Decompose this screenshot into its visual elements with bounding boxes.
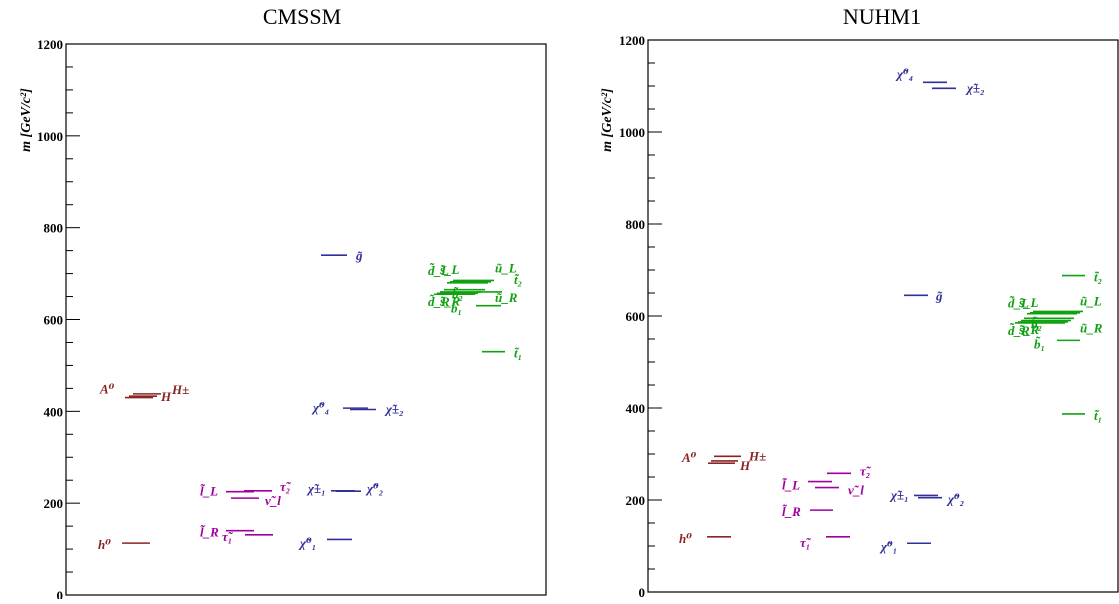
y-tick-label: 400 — [626, 401, 646, 416]
particle-label: χ̃⁰₄ — [895, 66, 913, 81]
particle-label: b̃₂ — [452, 287, 463, 302]
particle-label: s̃_R — [439, 293, 461, 308]
particle-label: d̃_R — [1008, 323, 1030, 338]
particle-label: H — [739, 458, 751, 473]
particle-label: χ̃⁰₂ — [946, 492, 964, 507]
particle-label: χ̃±₁ — [889, 487, 909, 502]
particle-label: H — [160, 389, 172, 404]
particle-label: g̃ — [935, 288, 943, 303]
particle-label: s̃_L — [1018, 295, 1039, 310]
particle-label: h⁰ — [98, 537, 111, 552]
particle-label: t̃₂ — [1094, 270, 1102, 285]
y-tick-label: 200 — [44, 496, 64, 511]
panel-title: NUHM1 — [843, 4, 921, 29]
particle-label: τ̃₁ — [222, 529, 234, 544]
particle-label: ũ_L — [495, 260, 517, 275]
y-tick-label: 1200 — [619, 33, 645, 48]
particle-label: H± — [748, 448, 766, 463]
particle-label: l̃_R — [200, 525, 219, 540]
particle-label: χ̃±₂ — [965, 80, 985, 95]
y-axis: 0 200 400 600 800 1000 1200 — [37, 37, 80, 603]
particle-label: χ̃±₂ — [384, 401, 404, 416]
mass-levels: h⁰ A⁰ HH± τ̃₁ l̃_R l̃_L ν̃_l τ̃₂ χ̃⁰₁ χ̃±₁ χ̃⁰₂ g̃ χ… — [679, 66, 1103, 554]
particle-label: ũ_L — [1080, 293, 1102, 308]
particle-label: τ̃₂ — [860, 463, 872, 478]
particle-label: ũ_R — [495, 290, 518, 305]
particle-label: ν̃_l — [265, 493, 281, 508]
y-tick-label: 400 — [44, 404, 64, 419]
panel-nuhm1: NUHM1 m [GeV/c²] 0 200 400 600 800 1000 1200 h… — [600, 4, 1119, 600]
particle-label: b̃₁ — [451, 301, 462, 316]
y-tick-label: 0 — [639, 585, 646, 599]
particle-label: A⁰ — [99, 382, 115, 397]
particle-label: χ̃⁰₁ — [879, 539, 897, 554]
particle-label: ν̃_l — [848, 483, 864, 498]
particle-label: g̃ — [355, 248, 363, 263]
particle-label: d̃_R — [428, 294, 450, 309]
y-tick-label: 0 — [57, 588, 64, 599]
mass-levels: h⁰ A⁰ H H± l̃_R τ̃₁ l̃_L ν̃_lτ̃₂ χ̃⁰₁ χ̃±₁ χ̃⁰₂ χ̃⁰… — [98, 248, 522, 552]
y-axis: 0 200 400 600 800 1000 1200 — [619, 33, 662, 600]
y-tick-label: 600 — [44, 313, 64, 328]
particle-label: χ̃⁰₂ — [365, 481, 383, 496]
particle-label: s̃_R — [1018, 322, 1040, 337]
y-tick-label: 1000 — [37, 129, 63, 144]
y-tick-label: 800 — [626, 217, 646, 232]
particle-label: χ̃⁰₁ — [298, 535, 316, 550]
particle-label: ũ_R — [1080, 321, 1103, 336]
particle-label: s̃_L — [439, 262, 460, 277]
y-tick-label: 1000 — [619, 125, 645, 140]
panel-title: CMSSM — [263, 4, 341, 29]
particle-label: d̃_L — [1008, 296, 1029, 311]
particle-label: d̃_L — [428, 263, 449, 278]
plot-frame — [65, 43, 547, 596]
y-axis-label: m [GeV/c²] — [600, 88, 615, 152]
panel-cmssm: CMSSM m [GeV/c²] 0 200 400 600 800 1000 1200 h… — [19, 4, 547, 603]
particle-label: t̃₂ — [514, 272, 522, 287]
particle-label: l̃_R — [782, 504, 801, 519]
y-axis-label: m [GeV/c²] — [19, 88, 34, 152]
particle-label: χ̃±₁ — [306, 481, 326, 496]
particle-label: l̃_L — [200, 484, 218, 499]
particle-label: h⁰ — [679, 531, 692, 546]
particle-label: τ̃₁ — [800, 535, 812, 550]
y-tick-label: 600 — [626, 309, 646, 324]
particle-label: t̃₁ — [514, 346, 522, 361]
particle-label: t̃₁ — [1094, 408, 1102, 423]
particle-label: A⁰ — [681, 450, 697, 465]
y-tick-label: 200 — [626, 493, 646, 508]
particle-label: b̃₁ — [1034, 336, 1045, 351]
particle-label: l̃_L — [782, 478, 800, 493]
particle-label: H± — [171, 382, 189, 397]
y-tick-label: 800 — [44, 221, 64, 236]
particle-label: τ̃₂ — [280, 479, 292, 494]
particle-label: b̃₂ — [1031, 316, 1042, 331]
particle-label: χ̃⁰₄ — [311, 400, 329, 415]
plot-frame — [647, 39, 1119, 593]
y-tick-label: 1200 — [37, 37, 63, 52]
